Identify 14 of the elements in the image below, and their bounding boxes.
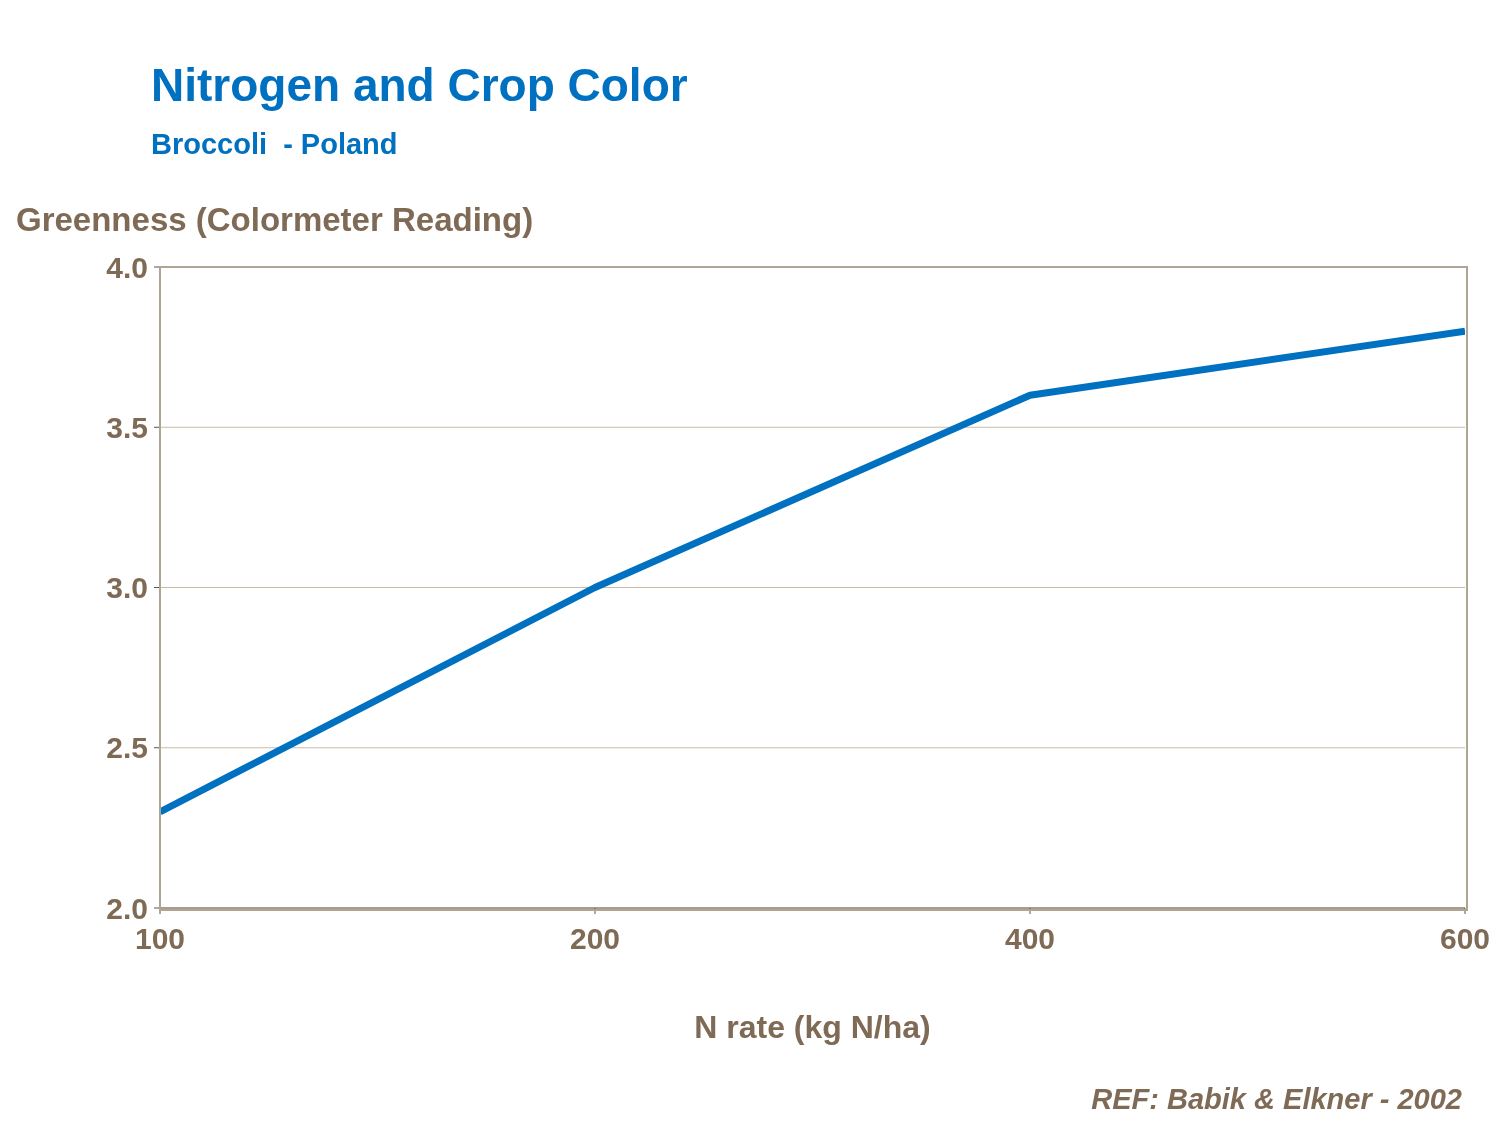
y-tick-label: 2.5 [106, 731, 148, 765]
y-tick-label: 3.5 [106, 410, 148, 444]
text: REF: Babik & Elkner - 2002 [1091, 1083, 1462, 1116]
y-tick-label: 3.0 [106, 571, 148, 605]
y-tick-label: 4.0 [106, 250, 148, 284]
chart-title: Nitrogen and Crop Color [151, 58, 688, 112]
y-axis-title: Greenness (Colormeter Reading) [16, 201, 534, 239]
chart-subtitle: Broccoli - Poland [151, 128, 398, 161]
x-tick-label: 600 [1439, 922, 1491, 956]
x-tick-label: 400 [1004, 922, 1056, 956]
x-tick-label: 200 [569, 922, 621, 956]
y-tick-label: 2.0 [106, 891, 148, 925]
x-axis-title: N rate (kg N/ha) [694, 1009, 931, 1045]
x-tick-label: 100 [134, 922, 186, 956]
